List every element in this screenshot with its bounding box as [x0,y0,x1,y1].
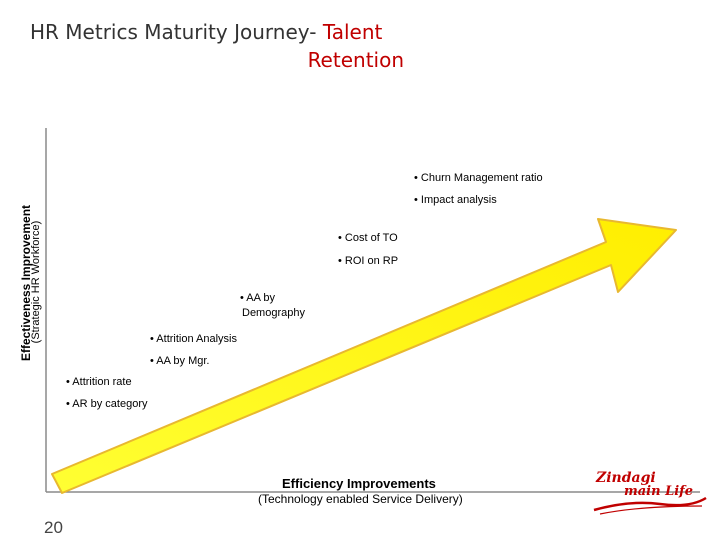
page-number: 20 [44,518,63,537]
page-title: HR Metrics Maturity Journey- Talent Rete… [30,18,410,74]
stage-aa-by-mgr: • AA by Mgr. [150,355,210,367]
stage-aa-by-demography-line2: Demography [242,307,305,319]
logo-mark-icon [593,496,707,515]
logo-line-1: Zindagi [596,470,656,486]
stage-ar-by-category: • AR by category [66,398,148,410]
maturity-arrow [51,218,677,494]
logo-line-2: main Life [624,484,694,499]
title-part-2: Talent [322,20,383,44]
stage-roi-on-rp: • ROI on RP [338,255,399,267]
x-axis-title: Efficiency Improvements [282,476,436,491]
zindagi-logo: Zindagi main Life [590,470,710,518]
stage-attrition-rate: • Attrition rate [66,376,132,388]
stage-aa-by-demography-line1: • AA by [240,292,276,304]
x-axis-subtitle: (Technology enabled Service Delivery) [258,492,463,506]
stage-impact-analysis: • Impact analysis [414,194,497,206]
stage-attrition-analysis: • Attrition Analysis [150,333,238,345]
stage-cost-of-to: • Cost of TO [338,232,398,244]
title-part-1: HR Metrics Maturity Journey- [30,20,323,44]
title-part-3: Retention [307,48,404,72]
stage-churn-management-ratio: • Churn Management ratio [414,172,543,184]
y-axis-subtitle: (Strategic HR Workforce) [30,220,42,344]
